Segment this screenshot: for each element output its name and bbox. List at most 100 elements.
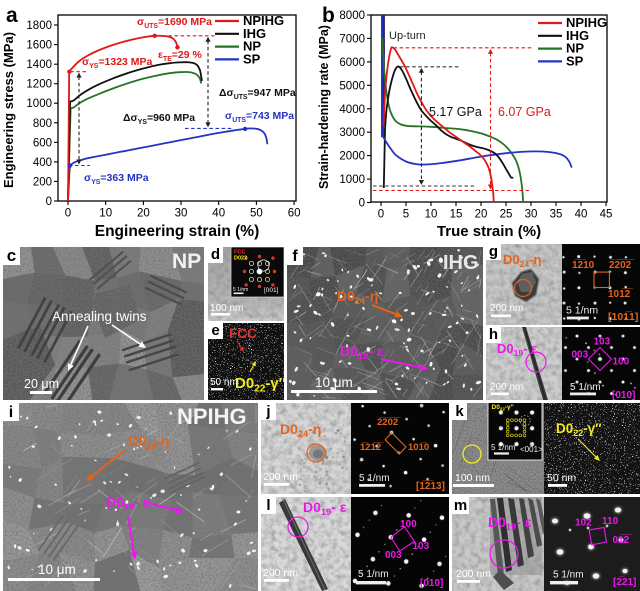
svg-text:1400: 1400 <box>26 59 52 71</box>
svg-text:D024​-η: D024​-η <box>503 252 542 269</box>
svg-text:20 μm: 20 μm <box>24 377 59 391</box>
svg-text:ΔσYS​=960 MPa: ΔσYS​=960 MPa <box>123 112 195 126</box>
svg-text:100 nm: 100 nm <box>455 472 490 484</box>
svg-text:D022​-γ′′: D022​-γ′′ <box>235 375 286 395</box>
svg-text:800: 800 <box>33 118 52 130</box>
svg-text:0: 0 <box>359 198 365 210</box>
svg-text:600: 600 <box>33 137 52 149</box>
svg-text:Up-turn: Up-turn <box>389 30 426 42</box>
svg-text:15: 15 <box>450 209 463 221</box>
svg-text:l: l <box>266 497 270 514</box>
svg-text:50 nm: 50 nm <box>547 472 576 484</box>
svg-text:1̅21̅2̅: 1̅21̅2̅ <box>360 442 384 453</box>
svg-text:D019​- ε: D019​- ε <box>106 494 150 512</box>
svg-text:400: 400 <box>33 157 52 169</box>
svg-text:2000: 2000 <box>339 151 365 163</box>
svg-text:εTE​=29 %: εTE​=29 % <box>158 49 203 63</box>
svg-text:5 1/nm: 5 1/nm <box>491 443 516 452</box>
svg-text:SP: SP <box>566 53 584 68</box>
svg-text:True strain (%): True strain (%) <box>437 223 541 240</box>
svg-text:20: 20 <box>475 209 488 221</box>
svg-text:101̅0: 101̅0 <box>408 442 429 453</box>
svg-text:5 1/nm: 5 1/nm <box>553 570 584 581</box>
svg-text:D024​-η: D024​-η <box>128 433 169 451</box>
svg-text:200 nm: 200 nm <box>490 303 523 314</box>
svg-text:D022​-γ′′: D022​-γ′′ <box>556 421 602 438</box>
svg-text:103: 103 <box>413 541 430 552</box>
svg-text:2̅2̅0̅2̅: 2̅2̅0̅2̅ <box>609 259 634 271</box>
svg-text:5 1/nm: 5 1/nm <box>359 473 390 484</box>
svg-text:<001>: <001> <box>520 445 543 454</box>
svg-text:σUTS​=743 MPa: σUTS​=743 MPa <box>225 110 294 124</box>
svg-text:D022: D022 <box>234 256 247 262</box>
svg-text:IHG: IHG <box>443 252 479 274</box>
svg-text:D019​- ε: D019​- ε <box>497 341 537 358</box>
svg-text:D019​- ε: D019​- ε <box>340 343 384 361</box>
svg-text:40: 40 <box>575 209 588 221</box>
svg-text:ΔσUTS​=947 MPa: ΔσUTS​=947 MPa <box>219 87 296 101</box>
svg-text:10: 10 <box>425 209 438 221</box>
svg-text:NP: NP <box>172 250 201 273</box>
svg-text:k: k <box>455 403 464 420</box>
svg-text:5 1/nm: 5 1/nm <box>566 305 598 317</box>
svg-text:100: 100 <box>613 357 630 368</box>
svg-text:5.17 GPa: 5.17 GPa <box>429 105 482 119</box>
svg-text:0: 0 <box>46 196 52 208</box>
svg-text:1000: 1000 <box>339 174 365 186</box>
svg-text:d: d <box>211 246 220 263</box>
svg-text:30: 30 <box>175 208 188 220</box>
svg-text:0: 0 <box>378 209 384 221</box>
svg-text:5000: 5000 <box>339 80 365 92</box>
svg-text:Engineering stress (MPa): Engineering stress (MPa) <box>1 32 16 188</box>
svg-text:6000: 6000 <box>339 57 365 69</box>
svg-text:Strain-hardening rate (MPa): Strain-hardening rate (MPa) <box>317 25 331 189</box>
svg-text:1600: 1600 <box>26 40 52 52</box>
svg-text:5: 5 <box>403 209 409 221</box>
svg-text:25: 25 <box>500 209 513 221</box>
svg-text:10 μm: 10 μm <box>315 375 353 390</box>
svg-text:10 μm: 10 μm <box>38 562 76 577</box>
svg-text:200: 200 <box>33 176 52 188</box>
svg-text:[101̅1]: [101̅1] <box>608 311 638 323</box>
svg-text:f: f <box>292 248 298 265</box>
svg-text:20: 20 <box>137 208 150 220</box>
svg-text:NP: NP <box>566 41 584 56</box>
svg-text:3000: 3000 <box>339 127 365 139</box>
svg-text:[1̅2̅13]: [1̅2̅13] <box>416 480 445 492</box>
svg-text:m: m <box>454 497 467 514</box>
svg-text:1800: 1800 <box>26 20 52 32</box>
svg-text:30: 30 <box>525 209 538 221</box>
svg-text:45: 45 <box>600 209 613 221</box>
svg-text:200 nm: 200 nm <box>263 567 298 579</box>
svg-text:2̅2̅0̅2̅: 2̅2̅0̅2̅ <box>377 417 401 428</box>
svg-text:NP: NP <box>243 39 261 54</box>
svg-text:g: g <box>489 243 498 260</box>
svg-text:0: 0 <box>65 208 71 220</box>
svg-text:[2̅21]: [2̅21] <box>613 576 636 588</box>
svg-text:NPIHG: NPIHG <box>177 404 247 429</box>
svg-text:003: 003 <box>385 550 402 561</box>
svg-text:NPIHG: NPIHG <box>243 13 284 28</box>
svg-text:1̅2̅10: 1̅2̅10 <box>572 259 595 271</box>
svg-text:IHG: IHG <box>243 26 266 41</box>
svg-text:7000: 7000 <box>339 33 365 45</box>
svg-text:101̅2̅: 101̅2̅ <box>608 288 633 300</box>
svg-text:5 1/nm: 5 1/nm <box>358 569 389 580</box>
svg-text:Engineering strain (%): Engineering strain (%) <box>95 223 260 240</box>
svg-text:j: j <box>265 403 270 420</box>
svg-text:FCC: FCC <box>234 250 245 256</box>
svg-text:c: c <box>7 246 16 265</box>
svg-text:b: b <box>322 4 335 27</box>
svg-text:[001]: [001] <box>264 287 279 294</box>
svg-text:NPIHG: NPIHG <box>566 15 607 30</box>
svg-text:D024​-η: D024​-η <box>337 288 378 306</box>
svg-text:60: 60 <box>288 208 301 220</box>
svg-text:[010]: [010] <box>420 578 443 589</box>
svg-text:100: 100 <box>400 519 417 530</box>
svg-text:200 nm: 200 nm <box>263 471 298 483</box>
svg-text:102: 102 <box>575 518 592 529</box>
svg-text:200 nm: 200 nm <box>456 568 491 580</box>
svg-text:Annealing twins: Annealing twins <box>52 309 147 324</box>
svg-text:003: 003 <box>572 350 589 361</box>
svg-text:5 1/nm: 5 1/nm <box>233 287 248 293</box>
